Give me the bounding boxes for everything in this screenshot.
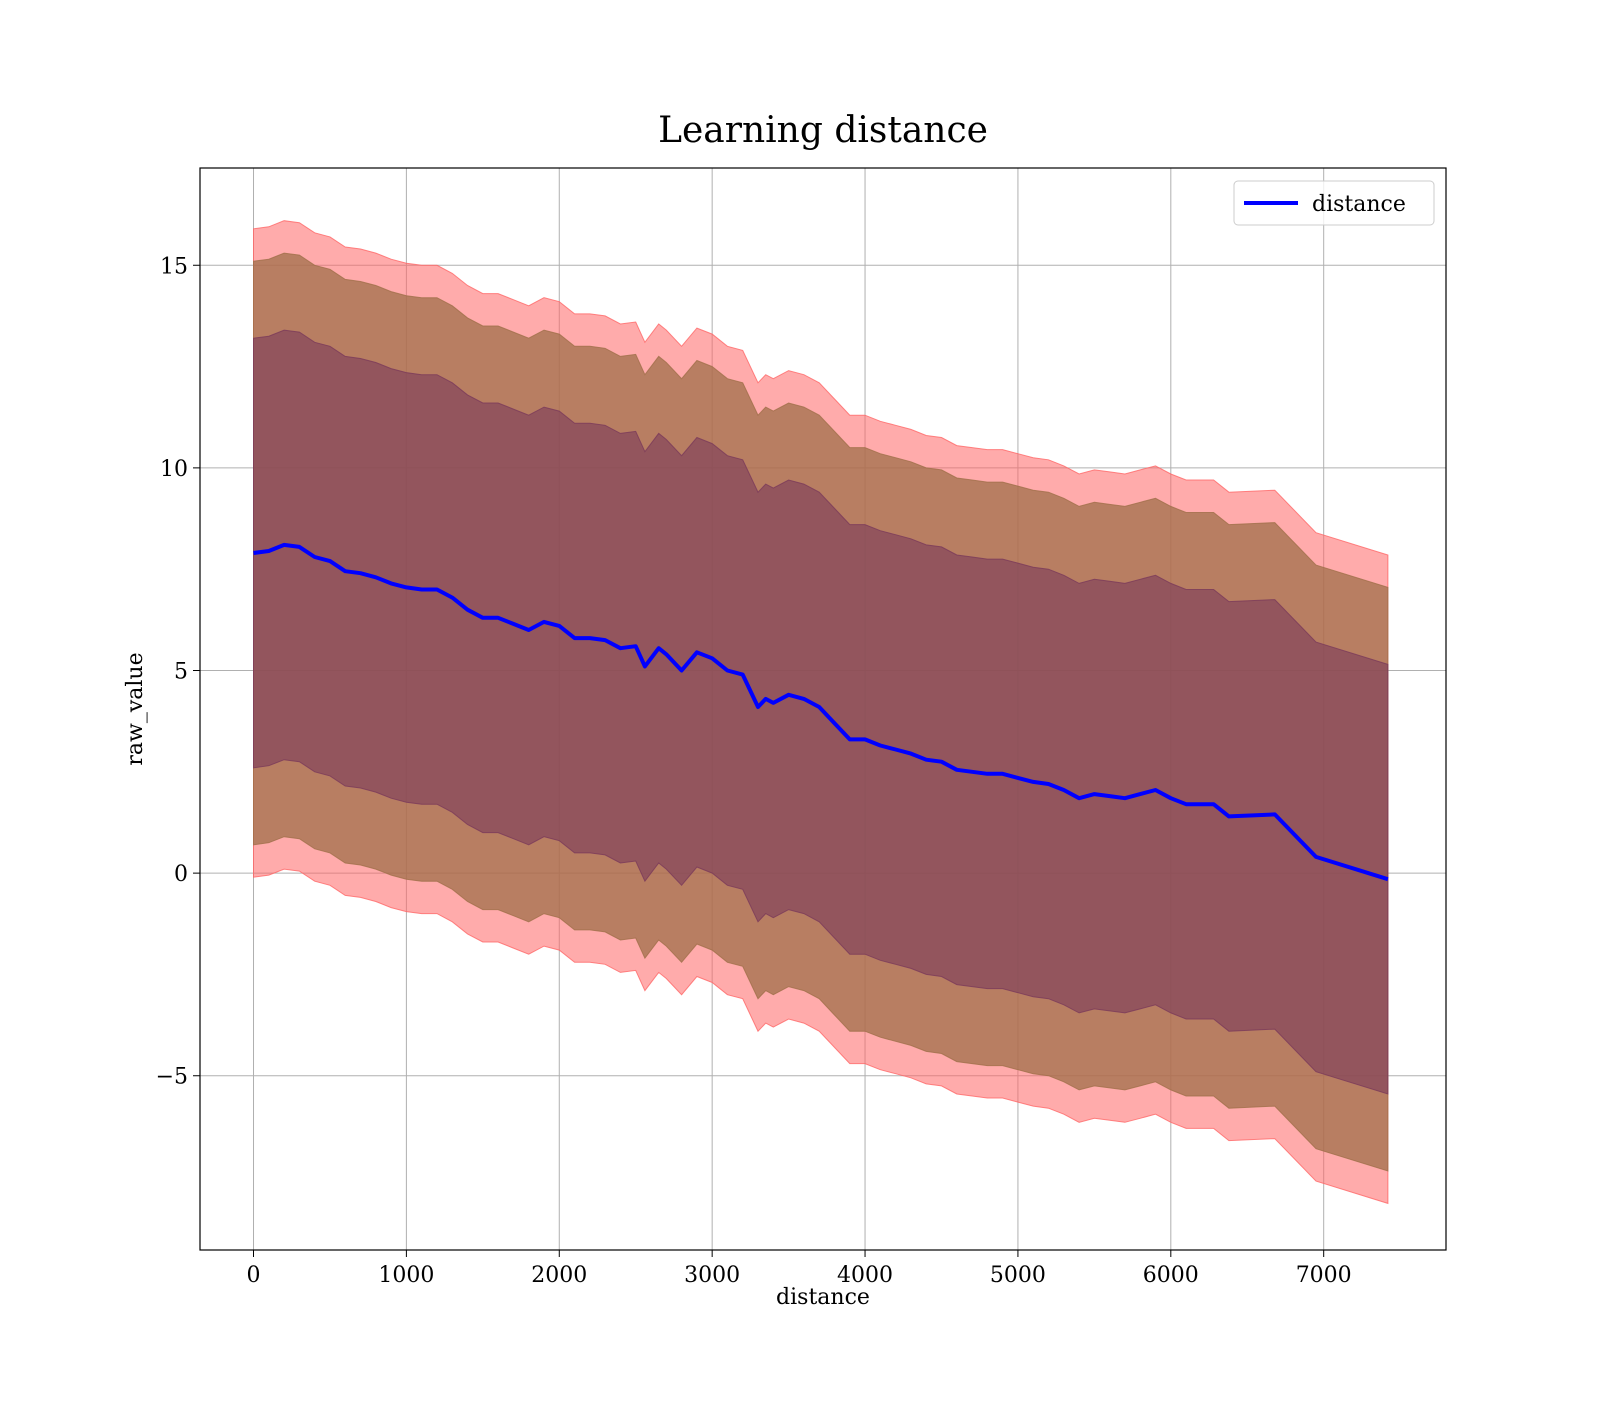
y-tick-label: −5 (156, 1065, 188, 1090)
confidence-bands (253, 220, 1389, 1205)
axis-ticks: 0 1000 2000 3000 4000 5000 6000 7000 −5 0 5 10 15 (156, 254, 1352, 1288)
x-axis-label: distance (776, 1285, 870, 1310)
y-tick-label: 15 (160, 254, 188, 279)
band-inner (253, 329, 1389, 1095)
y-tick-label: 5 (174, 660, 188, 685)
legend-label-distance: distance (1312, 192, 1406, 217)
x-tick-label: 1000 (378, 1263, 434, 1288)
x-tick-label: 5000 (990, 1263, 1046, 1288)
series-line-distance (253, 542, 1389, 882)
x-tick-label: 4000 (837, 1263, 893, 1288)
legend-box (1233, 180, 1435, 226)
y-tick-label: 0 (174, 862, 188, 887)
y-tick-label: 10 (160, 457, 188, 482)
x-tick-label: 3000 (684, 1263, 740, 1288)
chart-title: Learning distance (658, 110, 988, 151)
data-series (253, 542, 1389, 882)
y-axis-label: raw_value (123, 652, 148, 765)
x-tick-label: 0 (247, 1263, 261, 1288)
x-tick-label: 2000 (531, 1263, 587, 1288)
plot-frame (199, 167, 1447, 1251)
legend: distance (1233, 180, 1435, 226)
x-tick-label: 6000 (1143, 1263, 1199, 1288)
x-tick-label: 7000 (1296, 1263, 1352, 1288)
